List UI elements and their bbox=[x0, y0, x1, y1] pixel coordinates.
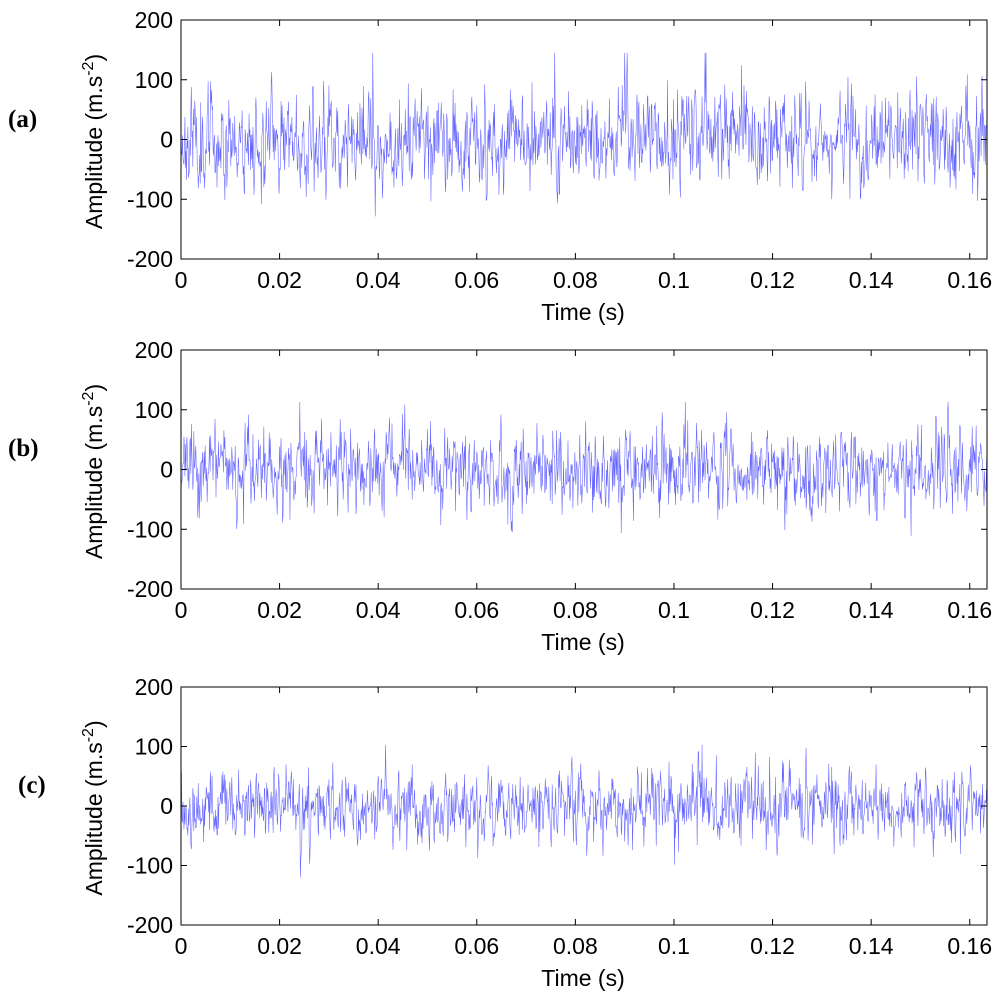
x-tick-label: 0.1 bbox=[658, 597, 690, 623]
x-axis-title: Time (s) bbox=[541, 299, 624, 325]
panel-label: (b) bbox=[8, 435, 39, 462]
x-tick-label: 0.06 bbox=[454, 597, 499, 623]
x-tick-label: 0.08 bbox=[553, 597, 598, 623]
y-tick-label: -100 bbox=[127, 853, 173, 879]
y-tick-label: 100 bbox=[135, 734, 173, 760]
x-tick-label: 0.1 bbox=[658, 933, 690, 959]
x-tick-label: 0.06 bbox=[454, 933, 499, 959]
x-tick-label: 0 bbox=[175, 933, 188, 959]
x-tick-label: 0 bbox=[175, 597, 188, 623]
x-tick-label: 0.16 bbox=[947, 597, 992, 623]
x-tick-label: 0.08 bbox=[553, 267, 598, 293]
panel-b: 0 0.02 0.04 0.06 0.08 0.1 0.12 0.14 0.162001000-… bbox=[8, 337, 992, 655]
y-tick-label: -200 bbox=[127, 912, 173, 938]
panel-label: (c) bbox=[18, 772, 46, 799]
y-tick-label: 100 bbox=[135, 397, 173, 423]
signal-line-c bbox=[180, 744, 988, 878]
x-axis-title: Time (s) bbox=[541, 629, 624, 655]
y-tick-label: 200 bbox=[135, 674, 173, 700]
x-tick-label: 0 bbox=[175, 267, 188, 293]
y-axis-title: Amplitude (m.s-2) bbox=[80, 720, 107, 895]
panel-label: (a) bbox=[8, 106, 37, 133]
x-tick-label: 0.02 bbox=[257, 933, 302, 959]
signal-line-a bbox=[180, 52, 988, 217]
y-axis-title: Amplitude (m.s-2) bbox=[80, 384, 107, 559]
y-tick-label: -100 bbox=[127, 516, 173, 542]
y-tick-label: 0 bbox=[160, 793, 173, 819]
x-tick-label: 0.08 bbox=[553, 933, 598, 959]
axes-frame bbox=[180, 349, 988, 590]
y-tick-label: 200 bbox=[135, 337, 173, 363]
x-tick-label: 0.14 bbox=[849, 597, 894, 623]
signal-line-b bbox=[180, 401, 988, 537]
y-tick-label: -200 bbox=[127, 246, 173, 272]
x-tick-label: 0.14 bbox=[849, 933, 894, 959]
x-tick-label: 0.04 bbox=[356, 933, 401, 959]
x-tick-label: 0.12 bbox=[750, 267, 795, 293]
y-tick-label: -100 bbox=[127, 186, 173, 212]
x-tick-label: 0.16 bbox=[947, 267, 992, 293]
y-tick-label: 0 bbox=[160, 127, 173, 153]
x-tick-label: 0.02 bbox=[257, 267, 302, 293]
x-tick-label: 0.06 bbox=[454, 267, 499, 293]
x-tick-label: 0.1 bbox=[658, 267, 690, 293]
x-tick-label: 0.04 bbox=[356, 597, 401, 623]
x-tick-label: 0.02 bbox=[257, 597, 302, 623]
y-tick-label: 0 bbox=[160, 457, 173, 483]
panel-a: 0 0.02 0.04 0.06 0.08 0.1 0.12 0.14 0.162001000-… bbox=[8, 7, 992, 325]
panel-c: 0 0.02 0.04 0.06 0.08 0.1 0.12 0.14 0.162001000-… bbox=[18, 674, 992, 991]
axes-frame bbox=[180, 19, 988, 260]
x-axis-title: Time (s) bbox=[541, 965, 624, 991]
y-tick-label: 200 bbox=[135, 7, 173, 33]
x-tick-label: 0.12 bbox=[750, 933, 795, 959]
y-tick-label: 100 bbox=[135, 67, 173, 93]
x-tick-label: 0.16 bbox=[947, 933, 992, 959]
x-tick-label: 0.12 bbox=[750, 597, 795, 623]
x-tick-label: 0.14 bbox=[849, 267, 894, 293]
y-tick-label: -200 bbox=[127, 576, 173, 602]
y-axis-title: Amplitude (m.s-2) bbox=[80, 54, 107, 229]
x-tick-label: 0.04 bbox=[356, 267, 401, 293]
